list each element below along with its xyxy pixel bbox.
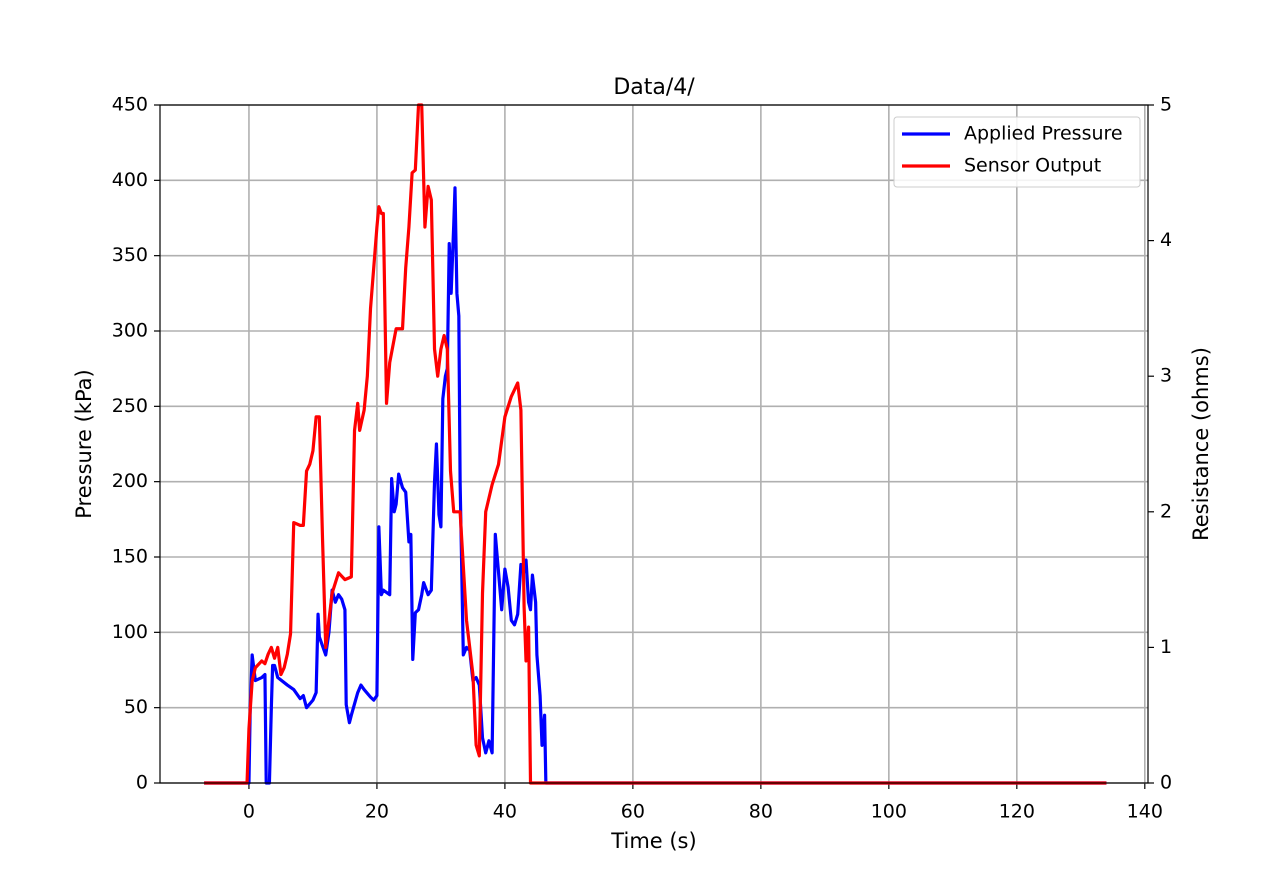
x-tick-label: 100 bbox=[871, 801, 907, 823]
y2-tick-label: 5 bbox=[1160, 94, 1172, 116]
plot-frame bbox=[159, 104, 1149, 784]
x-tick-label: 80 bbox=[749, 801, 773, 823]
x-tick-label: 40 bbox=[493, 801, 517, 823]
legend: Applied Pressure Sensor Output bbox=[893, 116, 1141, 188]
y-tick-label: 450 bbox=[112, 94, 148, 116]
x-axis-label: Time (s) bbox=[610, 829, 696, 853]
y-tick-label: 250 bbox=[112, 395, 148, 417]
data-line bbox=[204, 103, 1107, 785]
y2-tick-label: 2 bbox=[1160, 500, 1172, 522]
x-tick-label: 140 bbox=[1127, 801, 1163, 823]
y-tick-label: 0 bbox=[136, 772, 148, 794]
y-tick-label: 200 bbox=[112, 470, 148, 492]
y-tick-label: 400 bbox=[112, 169, 148, 191]
y-tick-label: 150 bbox=[112, 546, 148, 568]
x-tick-label: 20 bbox=[365, 801, 389, 823]
y-tick-label: 50 bbox=[124, 696, 148, 718]
y2-tick-label: 1 bbox=[1160, 636, 1172, 658]
legend-label: Applied Pressure bbox=[964, 123, 1123, 145]
chart-title: Data/4/ bbox=[613, 75, 695, 100]
y2-tick-label: 3 bbox=[1160, 365, 1172, 387]
legend-label: Sensor Output bbox=[964, 155, 1101, 177]
legend-box bbox=[893, 116, 1141, 188]
y-tick-label: 100 bbox=[112, 621, 148, 643]
x-tick-label: 60 bbox=[621, 801, 645, 823]
y-axis-label: Pressure (kPa) bbox=[72, 369, 96, 518]
x-tick-label: 0 bbox=[243, 801, 255, 823]
y2-tick-label: 4 bbox=[1160, 229, 1172, 251]
y2-axis-label: Resistance (ohms) bbox=[1189, 347, 1213, 541]
y-tick-label: 350 bbox=[112, 244, 148, 266]
x-tick-label: 120 bbox=[999, 801, 1035, 823]
y-tick-label: 300 bbox=[112, 320, 148, 342]
y2-tick-label: 0 bbox=[1160, 772, 1172, 794]
data-line bbox=[204, 186, 1107, 785]
